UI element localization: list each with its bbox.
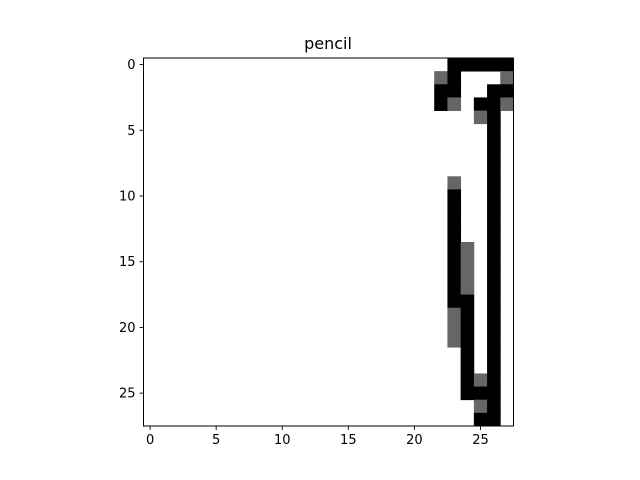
heatmap-cell xyxy=(460,58,475,72)
heatmap-cell xyxy=(447,189,462,203)
heatmap-cell xyxy=(487,320,501,335)
heatmap-cell xyxy=(500,97,514,111)
heatmap-cell xyxy=(500,71,514,85)
heatmap-cell xyxy=(487,386,501,401)
heatmap-cell xyxy=(500,58,514,72)
x-axis: 0 5 10 15 20 25 xyxy=(146,426,489,448)
heatmap-cell xyxy=(487,123,501,138)
heatmap-cell xyxy=(447,242,462,256)
y-tick-label: 20 xyxy=(119,321,136,336)
heatmap-cell xyxy=(460,281,475,295)
heatmap-cell xyxy=(447,228,462,243)
heatmap-cell xyxy=(460,320,475,335)
x-tick-label: 25 xyxy=(472,433,489,448)
heatmap-cell xyxy=(460,347,475,361)
heatmap-cell xyxy=(487,360,501,374)
heatmap-cell xyxy=(473,58,488,72)
heatmap-cell xyxy=(447,84,462,98)
heatmap-cell xyxy=(434,71,448,85)
heatmap-cell xyxy=(487,412,501,427)
heatmap-cell xyxy=(487,242,501,256)
y-axis: 0 5 10 15 20 25 xyxy=(119,58,144,402)
heatmap-cell xyxy=(460,360,475,374)
heatmap-cell xyxy=(447,268,462,282)
heatmap-cell xyxy=(473,412,488,427)
heatmap-cell xyxy=(460,373,475,387)
heatmap-cell xyxy=(460,294,475,309)
x-tick-label: 0 xyxy=(146,433,154,448)
heatmap-cells xyxy=(434,58,514,427)
heatmap-cell xyxy=(487,294,501,309)
heatmap-cell xyxy=(487,228,501,243)
heatmap-cell xyxy=(473,110,488,125)
heatmap-cell xyxy=(447,320,462,335)
heatmap-cell xyxy=(487,255,501,269)
y-tick-label: 25 xyxy=(119,387,136,402)
heatmap-cell xyxy=(460,255,475,269)
heatmap-cell xyxy=(487,307,501,322)
x-tick-label: 10 xyxy=(274,433,291,448)
heatmap-cell xyxy=(487,399,501,414)
heatmap-cell xyxy=(460,307,475,322)
heatmap-cell xyxy=(487,334,501,348)
heatmap-cell xyxy=(447,176,462,190)
heatmap-cell xyxy=(487,347,501,361)
heatmap-cell xyxy=(447,97,462,111)
y-tick-label: 0 xyxy=(127,58,135,73)
heatmap-cell xyxy=(487,176,501,190)
y-tick-label: 5 xyxy=(127,124,135,139)
heatmap-cell xyxy=(473,386,488,401)
heatmap-cell xyxy=(487,189,501,203)
heatmap-cell xyxy=(473,399,488,414)
x-tick-label: 20 xyxy=(406,433,423,448)
heatmap-cell xyxy=(460,268,475,282)
heatmap-cell xyxy=(500,84,514,98)
heatmap-cell xyxy=(447,334,462,348)
heatmap-cell xyxy=(460,242,475,256)
heatmap-cell xyxy=(487,215,501,230)
heatmap-cell xyxy=(447,202,462,217)
chart-title: pencil xyxy=(304,34,352,53)
heatmap-cell xyxy=(473,373,488,387)
heatmap-cell xyxy=(447,71,462,85)
plot-area xyxy=(143,57,514,427)
heatmap-cell xyxy=(447,255,462,269)
heatmap-cell xyxy=(487,58,501,72)
heatmap-cell xyxy=(447,58,462,72)
heatmap-cell xyxy=(447,281,462,295)
heatmap-cell xyxy=(434,84,448,98)
heatmap-cell xyxy=(487,84,501,98)
axes-frame xyxy=(143,57,514,427)
heatmap-cell xyxy=(487,268,501,282)
heatmap-cell xyxy=(434,97,448,111)
x-tick-label: 15 xyxy=(340,433,357,448)
heatmap-cell xyxy=(447,294,462,309)
heatmap-cell xyxy=(447,215,462,230)
heatmap-cell xyxy=(487,97,501,111)
y-tick-label: 15 xyxy=(119,255,136,270)
heatmap-cell xyxy=(487,150,501,164)
heatmap-cell xyxy=(487,110,501,125)
y-tick-label: 10 xyxy=(119,190,136,205)
heatmap-cell xyxy=(487,202,501,217)
heatmap-cell xyxy=(460,386,475,401)
heatmap-cell xyxy=(460,334,475,348)
x-tick-label: 5 xyxy=(212,433,220,448)
heatmap-cell xyxy=(487,281,501,295)
heatmap-cell xyxy=(447,307,462,322)
heatmap-cell xyxy=(487,163,501,177)
heatmap-cell xyxy=(487,136,501,151)
heatmap-cell xyxy=(487,373,501,387)
heatmap-cell xyxy=(473,97,488,111)
